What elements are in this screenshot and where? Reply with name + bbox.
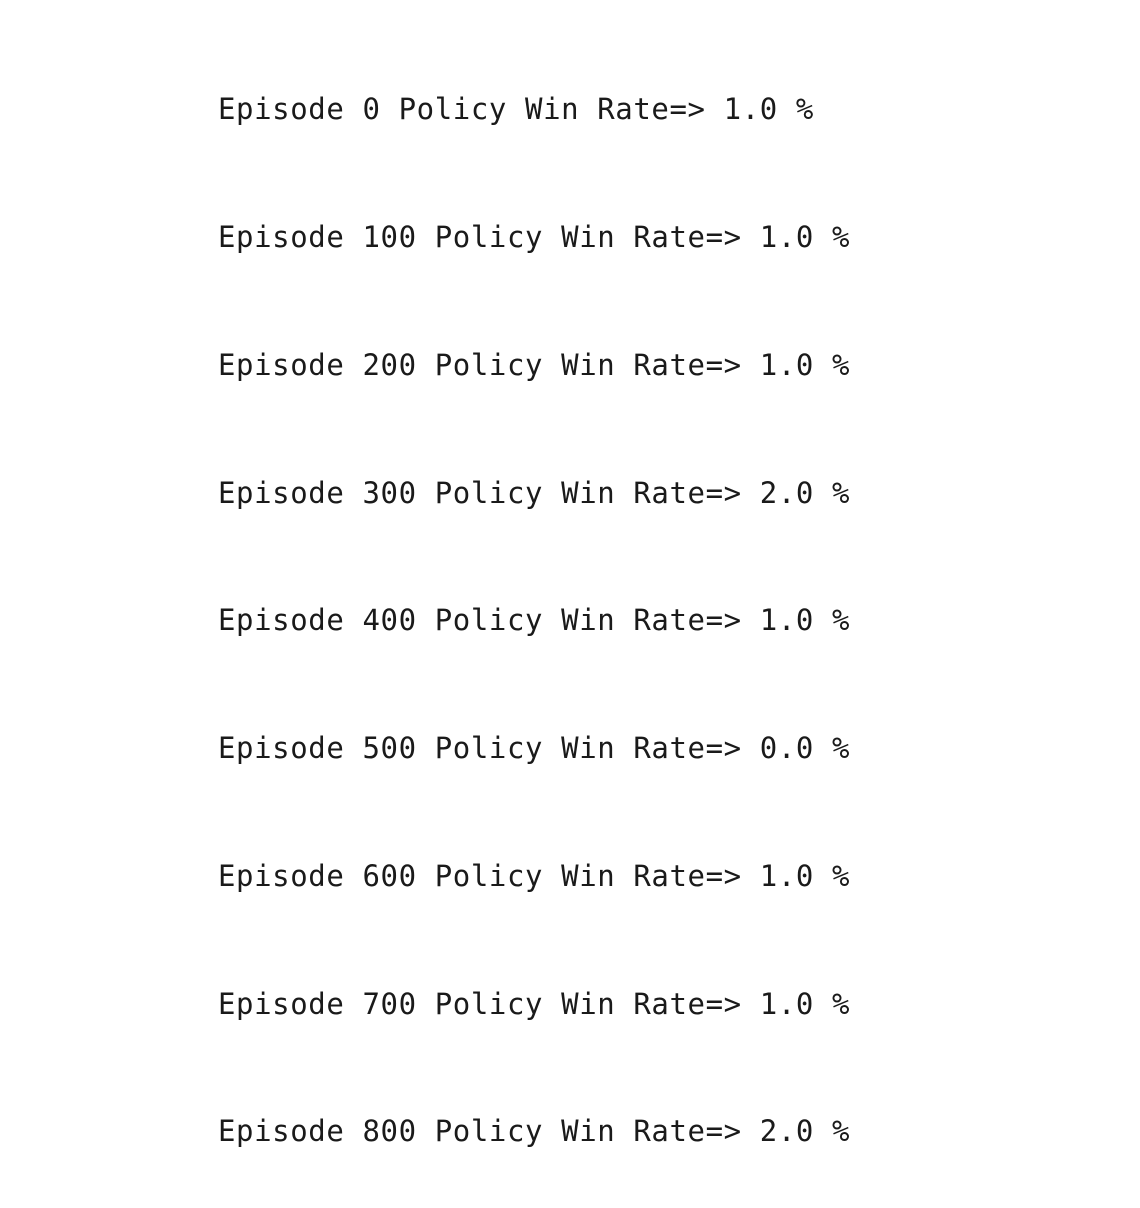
log-line-episode-500: Episode 500 Policy Win Rate=> 0.0 % bbox=[218, 731, 851, 766]
console-output: Episode 0 Policy Win Rate=> 1.0 % Episod… bbox=[218, 3, 868, 1208]
log-line-episode-600: Episode 600 Policy Win Rate=> 1.0 % bbox=[218, 858, 851, 893]
log-line-episode-700: Episode 700 Policy Win Rate=> 1.0 % bbox=[218, 986, 851, 1021]
log-line-episode-400: Episode 400 Policy Win Rate=> 1.0 % bbox=[218, 603, 851, 638]
log-line-episode-300: Episode 300 Policy Win Rate=> 2.0 % bbox=[218, 475, 851, 510]
log-line-episode-0: Episode 0 Policy Win Rate=> 1.0 % bbox=[218, 92, 814, 127]
log-line-episode-800: Episode 800 Policy Win Rate=> 2.0 % bbox=[218, 1114, 851, 1149]
log-line-episode-100: Episode 100 Policy Win Rate=> 1.0 % bbox=[218, 219, 851, 254]
log-line-episode-200: Episode 200 Policy Win Rate=> 1.0 % bbox=[218, 347, 851, 382]
